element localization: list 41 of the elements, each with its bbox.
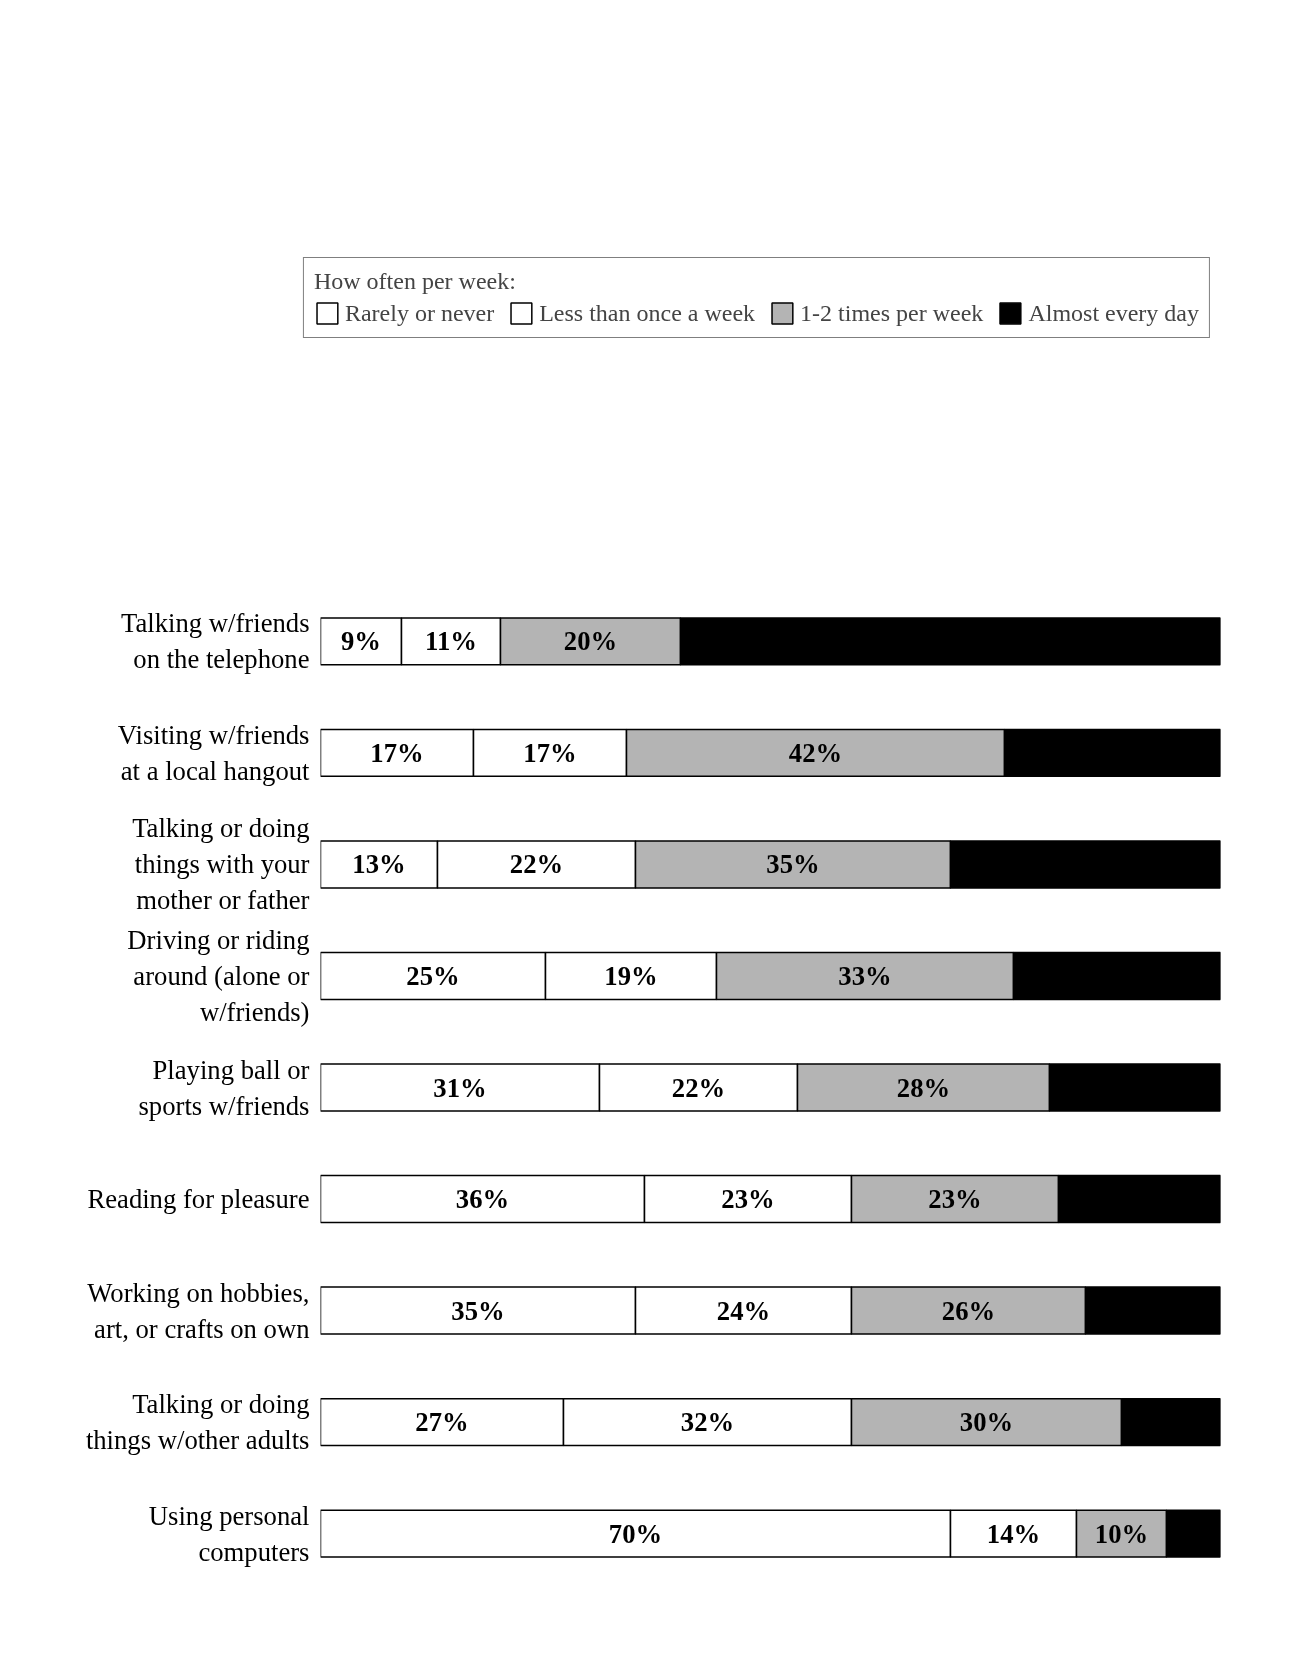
data-label: 17% <box>370 737 424 768</box>
y-tick-label: Talking w/friends on the telephone <box>121 608 310 675</box>
data-label: 17% <box>523 737 577 768</box>
data-label: 33% <box>838 960 892 991</box>
data-label: 42% <box>788 737 843 768</box>
legend-label: Almost every day <box>1028 299 1199 327</box>
legend-label: 1-2 times per week <box>800 299 984 327</box>
data-label: 70% <box>608 1518 663 1549</box>
data-label: 35% <box>451 1295 505 1326</box>
y-tick-label: Working on hobbies, art, or crafts on own <box>87 1277 310 1344</box>
data-label: 9% <box>341 626 381 657</box>
y-tick-label: Using personal computers <box>148 1500 310 1567</box>
y-tick-label: Visiting w/friends at a local hangout <box>117 719 311 786</box>
data-label: 20% <box>563 626 618 657</box>
data-label: 14% <box>986 1518 1041 1549</box>
y-tick-label: Driving or riding around (alone or w/friends) <box>127 924 310 1027</box>
data-label: 11% <box>425 626 477 657</box>
data-label: 19% <box>604 960 658 991</box>
data-label: 28% <box>896 1072 951 1103</box>
legend-label: Less than once a week <box>539 299 756 327</box>
y-tick-label: Reading for pleasure <box>87 1184 310 1215</box>
data-label: 13% <box>352 849 406 880</box>
y-tick-label: Talking or doing things with your mother or father <box>132 813 310 916</box>
data-label: 35% <box>766 849 820 880</box>
data-label: 24% <box>716 1295 771 1326</box>
legend-label: Rarely or never <box>344 299 495 327</box>
y-tick-label: Talking or doing things w/other adults <box>85 1389 310 1456</box>
legend-title: How often per week: <box>313 267 517 295</box>
data-label: 30% <box>959 1407 1014 1438</box>
data-label: 23% <box>721 1184 775 1215</box>
y-tick-label: Playing ball or sports w/friends <box>138 1054 310 1121</box>
data-label: 10% <box>1094 1518 1149 1549</box>
data-label: 23% <box>928 1184 982 1215</box>
data-label: 26% <box>941 1295 996 1326</box>
data-label: 22% <box>671 1072 726 1103</box>
data-label: 32% <box>680 1407 735 1438</box>
data-label: 22% <box>509 849 564 880</box>
data-label: 27% <box>415 1407 469 1438</box>
data-label: 25% <box>406 960 460 991</box>
data-label: 36% <box>455 1184 510 1215</box>
data-label: 31% <box>433 1072 487 1103</box>
